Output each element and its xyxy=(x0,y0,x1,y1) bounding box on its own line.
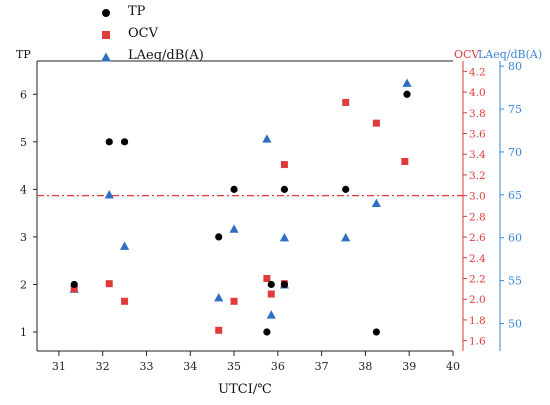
ocv-point xyxy=(105,280,113,288)
ocv-tick-label: 3.8 xyxy=(469,108,486,120)
legend-label-laeq: LAeq/dB(A) xyxy=(128,48,204,63)
legend-item-laeq: LAeq/dB(A) xyxy=(100,48,270,66)
laeq-point xyxy=(214,293,224,302)
laeq-axis-title: LAeq/dB(A) xyxy=(478,48,543,61)
ocv-tick-label: 1.8 xyxy=(469,315,486,327)
laeq-point xyxy=(262,134,272,143)
laeq-point xyxy=(266,310,276,319)
legend-label-tp: TP xyxy=(128,4,146,19)
ocv-point xyxy=(230,297,238,305)
left-tick-label: 2 xyxy=(20,278,27,291)
ocv-point xyxy=(121,297,129,305)
ocv-point xyxy=(372,119,380,127)
laeq-tick-label: 75 xyxy=(508,103,522,116)
laeq-point xyxy=(279,232,290,242)
left-tick-label: 1 xyxy=(20,326,27,339)
tp-point xyxy=(70,280,78,289)
laeq-point xyxy=(341,232,351,242)
x-tick-label: 33 xyxy=(139,360,153,373)
ocv-tick-label: 3.6 xyxy=(469,129,486,141)
tp-point xyxy=(372,328,380,336)
tp-point xyxy=(342,185,350,193)
laeq-point xyxy=(229,224,239,233)
ocv-tick-label: 1.6 xyxy=(469,336,486,348)
ocv-tick-label: 2.2 xyxy=(469,274,486,286)
laeq-tick-label: 60 xyxy=(508,232,522,245)
left-tick-label: 4 xyxy=(20,183,27,196)
laeq-tick-label: 50 xyxy=(508,318,522,331)
triangle-marker-icon xyxy=(101,52,111,62)
tp-point xyxy=(263,328,271,336)
tp-point xyxy=(105,138,113,146)
tp-point xyxy=(280,280,289,289)
ocv-tick-label: 3.4 xyxy=(469,149,486,161)
tp-point xyxy=(267,280,275,289)
legend: TP OCV LAeq/dB(A) xyxy=(100,4,270,70)
tp-point xyxy=(280,185,289,193)
x-tick-label: 36 xyxy=(271,360,285,373)
left-tick-label: 5 xyxy=(20,136,27,149)
laeq-tick-label: 80 xyxy=(508,60,522,73)
ocv-tick-label: 2.4 xyxy=(469,253,486,265)
left-axis-title: TP xyxy=(16,48,31,61)
x-tick-label: 37 xyxy=(315,360,329,373)
ocv-point xyxy=(280,161,288,169)
ocv-point xyxy=(401,157,409,165)
ocv-tick-label: 2.8 xyxy=(469,211,486,223)
ocv-tick-label: 2.0 xyxy=(469,294,486,306)
circle-marker-icon xyxy=(102,9,110,17)
ocv-point xyxy=(215,326,223,334)
ocv-axis-title: OCV xyxy=(454,48,480,61)
x-tick-label: 32 xyxy=(96,360,110,373)
ocv-tick-label: 3.2 xyxy=(469,170,486,182)
tp-point xyxy=(230,185,238,193)
legend-label-ocv: OCV xyxy=(128,26,158,41)
laeq-tick-label: 70 xyxy=(508,146,522,159)
x-tick-label: 40 xyxy=(446,360,460,373)
x-axis-title: UTCI/℃ xyxy=(218,382,272,397)
laeq-point xyxy=(104,190,114,199)
ocv-tick-label: 4.2 xyxy=(469,66,486,78)
laeq-tick-label: 65 xyxy=(508,189,522,202)
ocv-point xyxy=(263,275,271,282)
x-tick-label: 31 xyxy=(52,360,66,373)
tp-point xyxy=(120,138,129,146)
tp-point xyxy=(403,90,411,98)
legend-item-tp: TP xyxy=(100,4,270,22)
ocv-point xyxy=(267,290,275,298)
laeq-point xyxy=(402,78,412,87)
tp-point xyxy=(215,233,223,241)
x-tick-label: 35 xyxy=(227,360,241,373)
ocv-point xyxy=(342,98,350,106)
laeq-point xyxy=(371,198,381,208)
left-tick-label: 6 xyxy=(20,88,27,101)
ocv-tick-label: 4.0 xyxy=(469,87,486,99)
x-tick-label: 38 xyxy=(358,360,372,373)
legend-item-ocv: OCV xyxy=(100,26,270,44)
square-marker-icon xyxy=(102,31,110,39)
x-tick-label: 39 xyxy=(402,360,416,373)
laeq-tick-label: 55 xyxy=(508,275,522,288)
ocv-point xyxy=(70,285,78,293)
ocv-tick-label: 3.0 xyxy=(469,191,486,203)
laeq-point xyxy=(119,241,130,250)
left-tick-label: 3 xyxy=(20,231,27,244)
ocv-tick-label: 2.6 xyxy=(469,232,486,244)
x-tick-label: 34 xyxy=(183,360,197,373)
